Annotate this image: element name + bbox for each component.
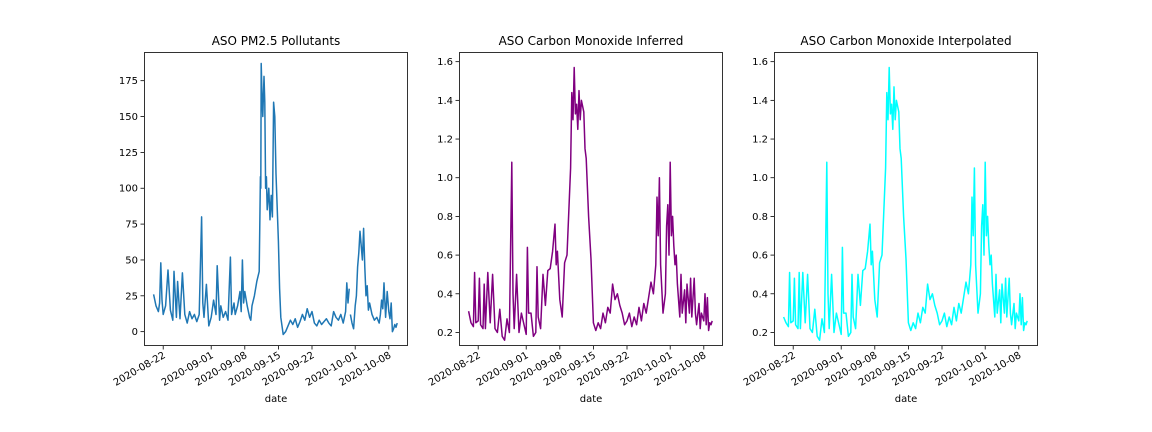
x-tick-label: 2020-08-22 bbox=[742, 350, 798, 389]
chart-panel-3: ASO Carbon Monoxide Interpolated 0.2 0.4 0.… bbox=[742, 34, 1038, 405]
data-line bbox=[349, 227, 398, 333]
y-tick-label: 1.6 bbox=[437, 57, 453, 68]
y-tick-label: 0.6 bbox=[437, 251, 453, 262]
y-tick-label: 1.6 bbox=[752, 57, 768, 68]
y-tick-label: 1.2 bbox=[752, 135, 768, 146]
axes-frame bbox=[459, 52, 723, 346]
chart-title: ASO Carbon Monoxide Interpolated bbox=[800, 34, 1011, 48]
x-axis-label: date bbox=[895, 394, 918, 405]
y-tick-label: 0.2 bbox=[437, 328, 453, 339]
y-tick-label: 150 bbox=[119, 112, 138, 123]
x-axis-label: date bbox=[265, 394, 288, 405]
y-tick-label: 1.0 bbox=[752, 173, 768, 184]
data-line bbox=[782, 66, 1028, 341]
y-tick-label: 125 bbox=[119, 148, 138, 159]
y-tick-label: 0.6 bbox=[752, 251, 768, 262]
chart-panel-2: ASO Carbon Monoxide Inferred 0.2 0.4 0.6 0.8… bbox=[427, 34, 723, 405]
y-tick-label: 175 bbox=[119, 76, 138, 87]
y-tick-label: 0.8 bbox=[752, 212, 768, 223]
axes-frame bbox=[144, 52, 408, 346]
y-tick-label: 1.4 bbox=[752, 96, 768, 107]
y-tick-label: 1.4 bbox=[437, 96, 453, 107]
chart-title: ASO PM2.5 Pollutants bbox=[212, 34, 341, 48]
axes-frame bbox=[774, 52, 1038, 346]
chart-panel-1: ASO PM2.5 Pollutants 0 25 50 75 100 125 150 175 2… bbox=[112, 34, 408, 405]
y-tick-label: 0.4 bbox=[437, 289, 453, 300]
x-axis-label: date bbox=[580, 394, 603, 405]
y-tick-label: 1.2 bbox=[437, 135, 453, 146]
y-tick-label: 25 bbox=[125, 291, 138, 302]
y-tick-label: 0.4 bbox=[752, 289, 768, 300]
x-tick-label: 2020-08-22 bbox=[112, 350, 168, 389]
data-line bbox=[152, 62, 350, 336]
y-tick-label: 0.2 bbox=[752, 328, 768, 339]
x-tick-label: 2020-08-22 bbox=[427, 350, 483, 389]
y-tick-label: 100 bbox=[119, 184, 138, 195]
y-tick-label: 0.8 bbox=[437, 212, 453, 223]
chart-title: ASO Carbon Monoxide Inferred bbox=[499, 34, 684, 48]
y-tick-label: 50 bbox=[125, 255, 138, 266]
y-tick-label: 1.0 bbox=[437, 173, 453, 184]
y-tick-label: 0 bbox=[132, 327, 138, 338]
y-tick-label: 75 bbox=[125, 220, 138, 231]
data-line bbox=[467, 66, 713, 341]
